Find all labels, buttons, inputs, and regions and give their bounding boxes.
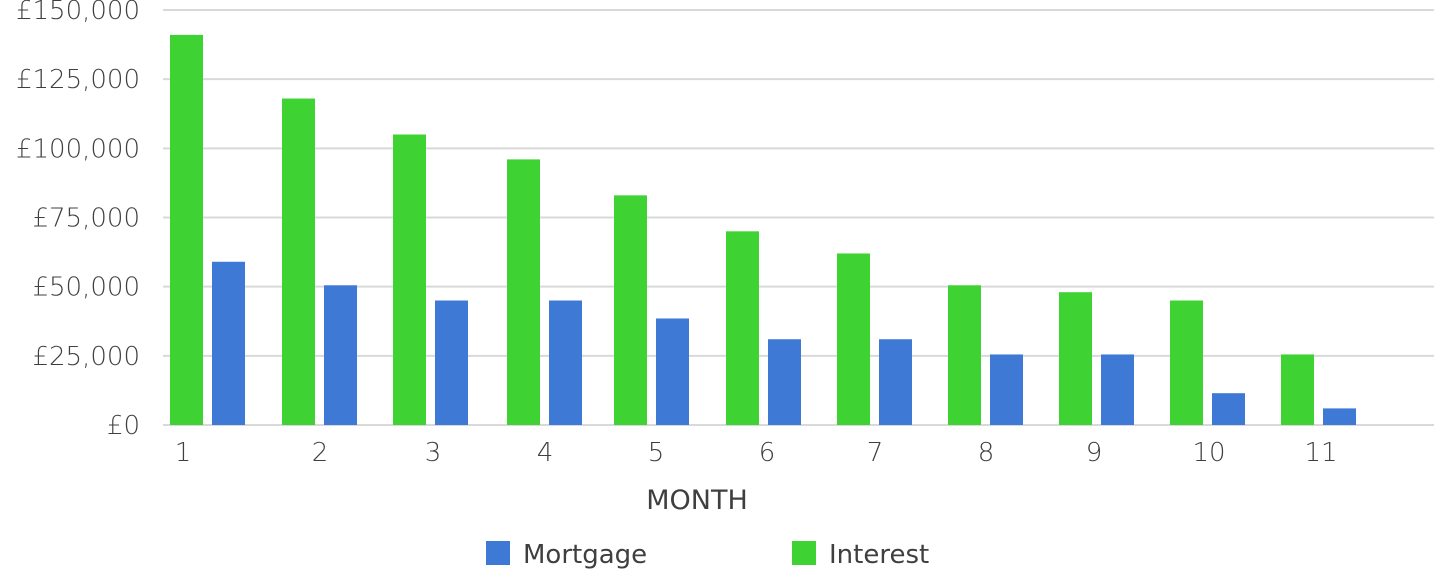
x-tick-label: 1: [175, 438, 192, 468]
y-tick-label: £0: [107, 411, 140, 441]
y-tick-label: £100,000: [16, 134, 140, 164]
bar-mortgage: [1212, 393, 1245, 425]
bar-interest: [948, 285, 981, 425]
bar-mortgage: [768, 339, 801, 425]
y-tick-label: £150,000: [16, 0, 140, 26]
y-tick-label: £125,000: [16, 65, 140, 95]
legend: Mortgage Interest: [486, 540, 929, 570]
x-tick-label: 8: [978, 438, 995, 468]
bar-mortgage: [324, 285, 357, 425]
y-tick-label: £75,000: [32, 204, 140, 234]
legend-swatch: [792, 541, 816, 565]
x-axis-title: MONTH: [646, 485, 748, 516]
bar-mortgage: [1323, 408, 1356, 425]
x-tick-label: 6: [759, 438, 776, 468]
bar-interest: [1281, 354, 1314, 425]
x-tick-label: 5: [648, 438, 665, 468]
bar-mortgage: [879, 339, 912, 425]
gridlines: [163, 9, 1434, 426]
x-tick-label: 4: [537, 438, 554, 468]
legend-label: Interest: [829, 540, 929, 570]
bars: [170, 34, 1356, 426]
bar-interest: [1059, 292, 1092, 425]
y-axis-ticks: £0 £25,000 £50,000 £75,000 £100,000 £125,000 £…: [16, 0, 140, 441]
x-tick-label: 7: [867, 438, 884, 468]
bar-mortgage: [212, 261, 245, 425]
bar-interest: [726, 231, 759, 425]
y-tick-label: £25,000: [32, 342, 140, 372]
bar-mortgage: [1101, 354, 1134, 425]
bar-mortgage: [435, 300, 468, 425]
x-tick-label: 2: [312, 438, 329, 468]
x-tick-label: 11: [1304, 438, 1337, 468]
x-tick-label: 3: [425, 438, 442, 468]
bar-interest: [507, 159, 540, 425]
y-tick-label: £50,000: [32, 273, 140, 303]
legend-swatch: [486, 541, 510, 565]
bar-interest: [282, 98, 315, 426]
bar-interest: [1170, 300, 1203, 425]
x-tick-label: 9: [1086, 438, 1103, 468]
bar-interest: [393, 134, 426, 425]
bar-mortgage: [990, 354, 1023, 425]
bar-mortgage: [549, 300, 582, 425]
bar-mortgage: [656, 318, 689, 425]
x-axis-ticks: 1 2 3 4 5 6 7 8 9 10 11: [175, 438, 1338, 468]
x-tick-label: 10: [1192, 438, 1225, 468]
bar-interest: [837, 253, 870, 425]
legend-label: Mortgage: [523, 540, 647, 570]
bar-interest: [170, 34, 203, 426]
bar-interest: [614, 195, 647, 425]
